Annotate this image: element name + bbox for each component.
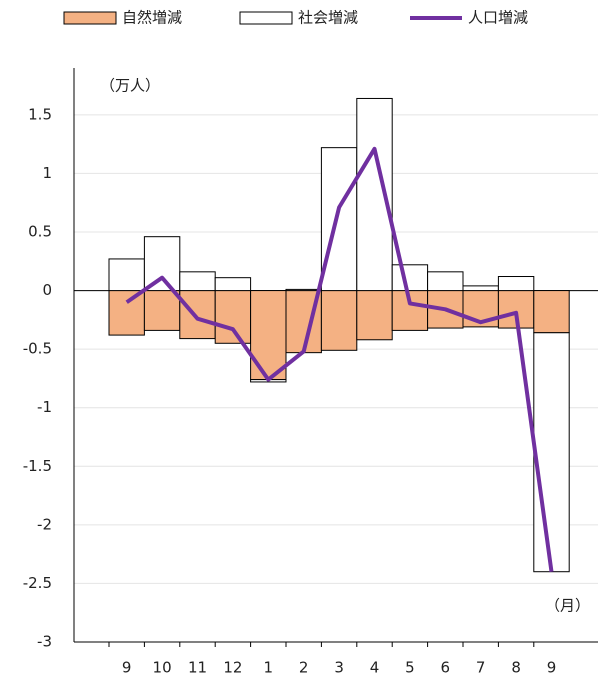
y-tick-label: -2.5 (23, 574, 52, 592)
bar (214, 277, 252, 292)
y-tick-label: -0.5 (23, 340, 52, 358)
y-tick-label: 0 (42, 281, 52, 299)
x-tick-label: 11 (188, 659, 207, 677)
bar (497, 276, 535, 292)
y-tick-label: 0.5 (28, 223, 52, 241)
y-tick-label: -1 (37, 398, 52, 416)
legend-swatch (63, 11, 117, 25)
bar (462, 285, 499, 292)
bar (533, 290, 570, 334)
y-tick-label: 1 (42, 164, 52, 182)
legend-label: 人口増減 (468, 9, 528, 27)
bar (214, 290, 252, 344)
bar (533, 332, 570, 573)
bar (285, 288, 322, 292)
x-tick-label: 10 (153, 659, 172, 677)
x-tick-label: 1 (264, 659, 274, 677)
y-tick-label: -3 (37, 633, 52, 651)
y-axis-label: （万人） (100, 77, 160, 95)
y-tick-label: 1.5 (28, 105, 52, 123)
x-tick-label: 9 (547, 659, 557, 677)
x-tick-label: 3 (334, 659, 344, 677)
bar (320, 147, 358, 292)
x-tick-label: 5 (405, 659, 415, 677)
bar (356, 290, 393, 341)
y-tick-label: -1.5 (23, 457, 52, 475)
bar (143, 290, 181, 331)
bar (320, 290, 358, 351)
bar (108, 290, 145, 336)
x-tick-label: 7 (476, 659, 486, 677)
legend-label: 自然増減 (122, 9, 182, 27)
legend-swatch (239, 11, 293, 25)
bar (143, 236, 181, 292)
x-tick-label: 12 (223, 659, 242, 677)
legend-label: 社会増減 (298, 9, 358, 27)
bar (179, 290, 216, 340)
bar (179, 271, 216, 292)
x-tick-label: 4 (370, 659, 380, 677)
x-tick-label: 8 (511, 659, 521, 677)
x-tick-label: 6 (441, 659, 451, 677)
bar (427, 271, 464, 292)
x-tick-label: 2 (299, 659, 309, 677)
line (125, 146, 554, 572)
bar (391, 264, 429, 292)
x-axis-label: （月） (545, 597, 590, 615)
x-tick-label: 9 (122, 659, 132, 677)
bar (250, 290, 287, 381)
bar (108, 258, 145, 292)
y-tick-label: -2 (37, 515, 52, 533)
